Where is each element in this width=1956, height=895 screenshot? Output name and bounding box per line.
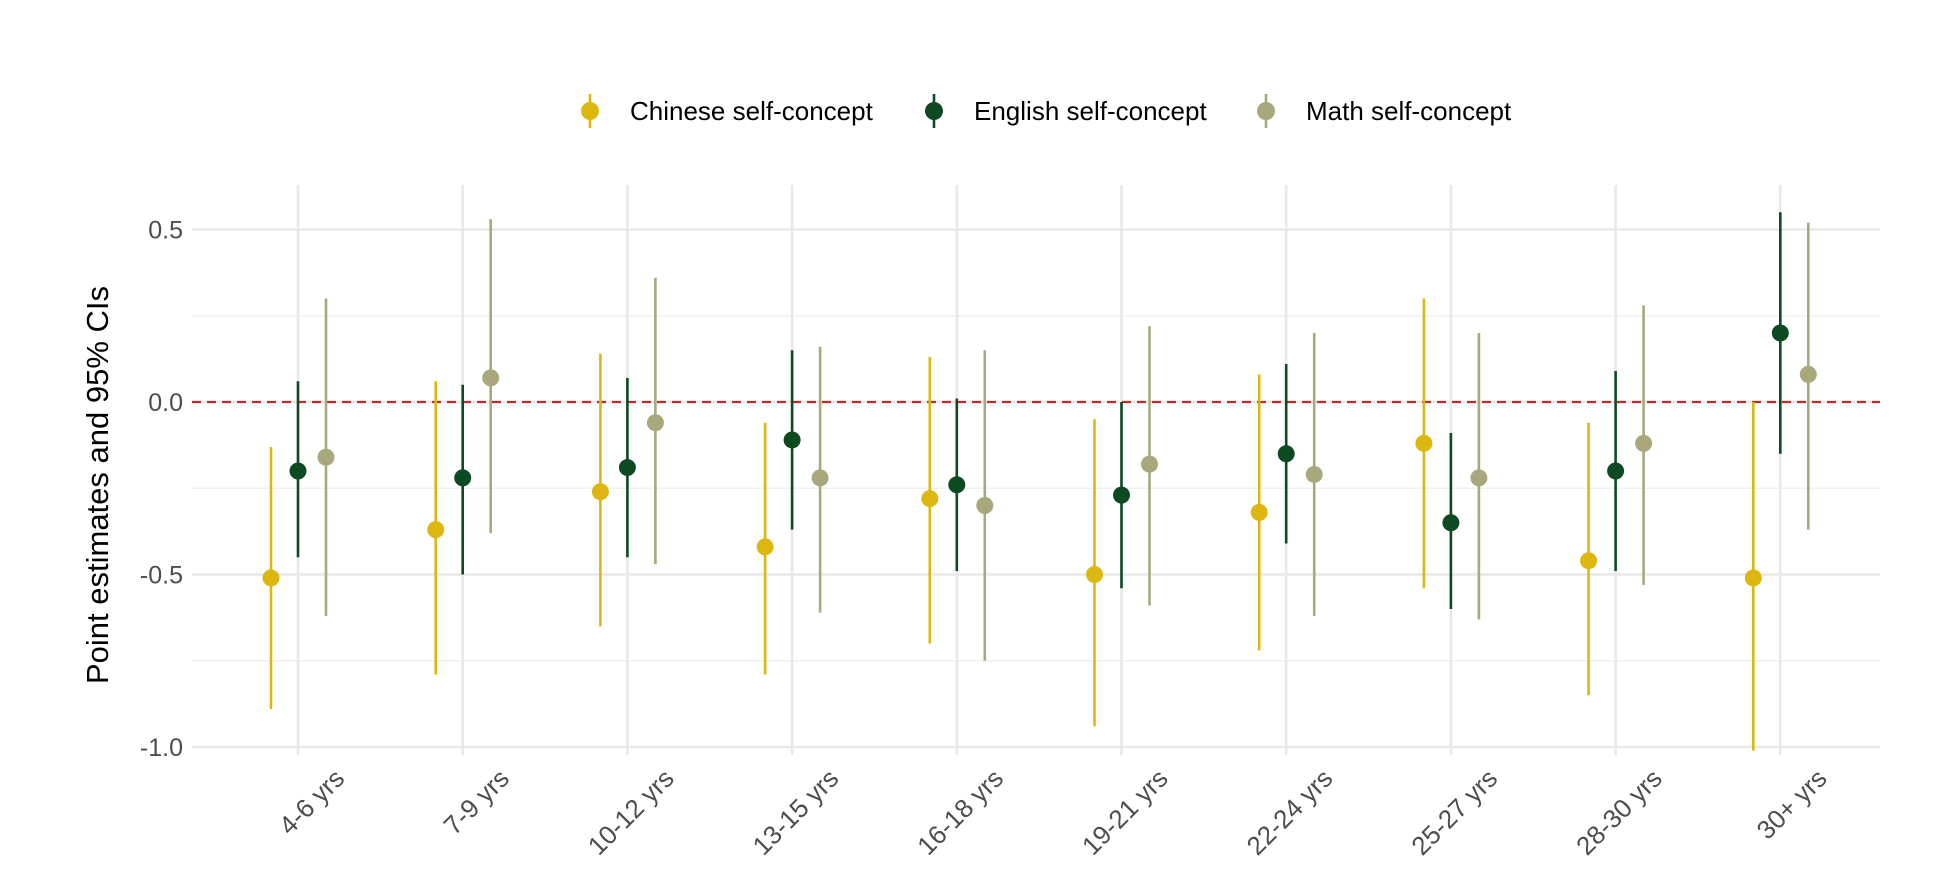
x-tick-label: 28-30 yrs: [1570, 763, 1668, 861]
y-tick-label: -0.5: [140, 562, 183, 590]
point-estimate: [1799, 365, 1817, 383]
x-tick-label: 19-21 yrs: [1076, 763, 1174, 861]
point-estimate: [1250, 503, 1268, 521]
legend-item: Math self-concept: [1257, 94, 1512, 128]
x-tick-label: 4-6 yrs: [273, 763, 350, 840]
y-tick-label: -1.0: [140, 734, 183, 762]
marks: [262, 212, 1817, 751]
x-tick-label: 13-15 yrs: [746, 763, 844, 861]
grid: [192, 185, 1880, 755]
point-estimate: [1277, 445, 1295, 463]
point-estimate: [1086, 566, 1103, 583]
point-estimate: [1305, 465, 1323, 483]
y-tick-label: 0.0: [148, 389, 183, 417]
point-estimate: [1415, 434, 1433, 452]
x-axis: 4-6 yrs 7-9 yrs 10-12 yrs 13-15 yrs 16-18 yr…: [273, 763, 1833, 861]
point-estimate: [1141, 455, 1158, 473]
x-tick-label: 7-9 yrs: [438, 763, 515, 840]
legend-item: English self-concept: [925, 94, 1207, 128]
point-estimate: [948, 476, 966, 494]
point-estimate: [591, 483, 609, 501]
point-estimate: [482, 369, 500, 387]
point-estimate: [1635, 434, 1653, 452]
y-axis: 0.5 0.0 -0.5 -1.0: [140, 217, 183, 763]
point-estimate: [646, 414, 664, 432]
point-estimate: [783, 431, 801, 449]
point-estimate: [811, 469, 829, 487]
legend-label: Math self-concept: [1306, 96, 1512, 126]
y-tick-label: 0.5: [148, 217, 183, 245]
legend-key-point: [581, 102, 599, 120]
legend-label: English self-concept: [974, 96, 1207, 126]
point-estimate: [618, 459, 636, 477]
point-estimate: [317, 448, 335, 466]
x-tick-label: 22-24 yrs: [1241, 763, 1339, 861]
point-estimate: [262, 569, 280, 587]
legend-key-point: [1257, 102, 1275, 120]
point-estimate: [454, 469, 472, 487]
point-estimate: [756, 538, 774, 556]
x-tick-label: 30+ yrs: [1751, 763, 1833, 845]
point-estimate: [1580, 552, 1598, 570]
legend-key-point: [925, 102, 943, 120]
point-estimate: [976, 497, 994, 514]
point-estimate: [289, 462, 307, 480]
point-estimate: [427, 521, 445, 539]
x-tick-label: 10-12 yrs: [582, 763, 680, 861]
point-estimate: [1744, 569, 1762, 587]
legend-label: Chinese self-concept: [630, 96, 874, 126]
point-estimate: [1771, 324, 1789, 342]
point-estimate: [921, 490, 939, 508]
x-tick-label: 16-18 yrs: [911, 763, 1009, 861]
point-estimate: [1607, 462, 1625, 480]
y-axis-label: Point estimates and 95% CIs: [80, 286, 115, 684]
legend: Chinese self-concept English self-concept…: [581, 94, 1512, 128]
x-tick-label: 25-27 yrs: [1405, 763, 1503, 861]
point-estimate: [1442, 514, 1460, 532]
point-estimate: [1113, 486, 1130, 504]
point-estimate: [1470, 469, 1488, 487]
legend-item: Chinese self-concept: [581, 94, 874, 128]
